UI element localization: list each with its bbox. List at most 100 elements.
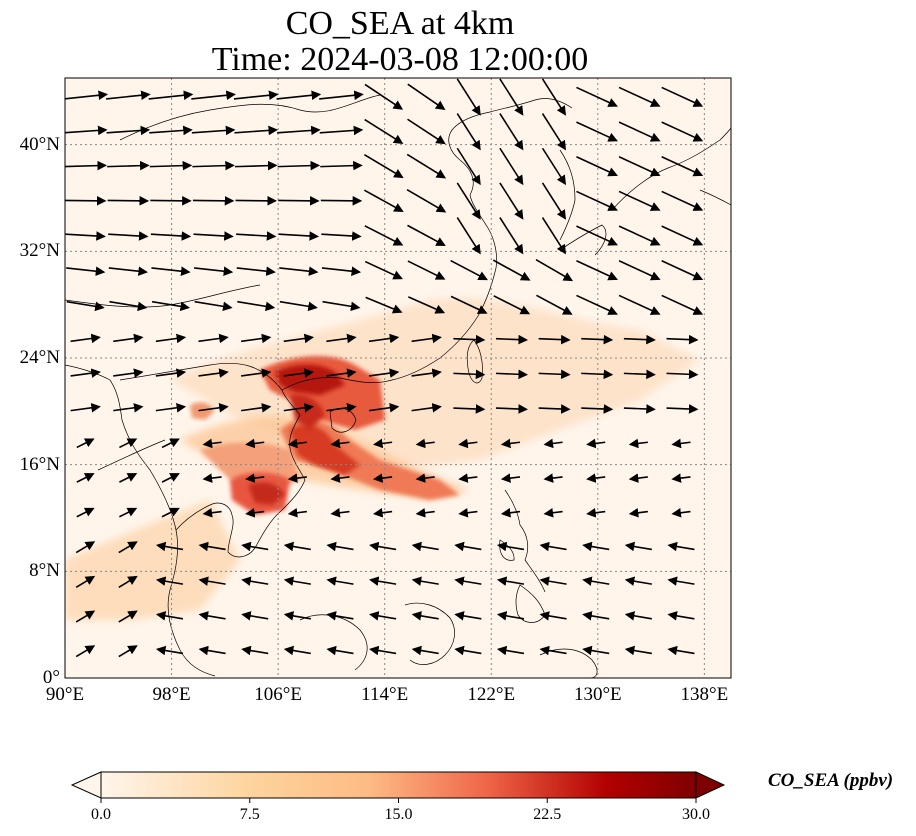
wind-arrow <box>279 300 318 312</box>
wind-arrow <box>661 156 704 177</box>
wind-arrow <box>456 182 481 220</box>
wind-arrow <box>538 334 571 345</box>
wind-vectors <box>65 78 704 658</box>
wind-arrow <box>456 217 481 255</box>
wind-arrow <box>618 156 661 177</box>
wind-arrow <box>624 576 652 586</box>
wind-arrow <box>496 611 525 621</box>
wind-arrow <box>155 611 184 621</box>
wind-arrow <box>576 156 618 177</box>
wind-arrow <box>155 333 187 344</box>
wind-arrow <box>245 508 265 518</box>
wind-arrow <box>118 610 138 623</box>
wind-arrow <box>543 473 563 483</box>
wind-arrow <box>415 473 435 483</box>
wind-arrow <box>453 334 486 345</box>
wind-arrow <box>235 160 278 171</box>
wind-arrow <box>408 296 446 314</box>
wind-arrow <box>666 334 699 345</box>
wind-arrow <box>241 333 272 344</box>
wind-arrow <box>618 190 661 211</box>
wind-arrow <box>373 508 393 518</box>
wind-arrow <box>363 189 404 212</box>
colorbar-tick-label: 22.5 <box>533 806 562 823</box>
wind-arrow <box>191 125 236 136</box>
wind-arrow <box>279 266 319 276</box>
wind-arrow <box>283 368 315 378</box>
wind-arrow <box>65 125 108 136</box>
colorbar-tick-label: 7.5 <box>239 806 260 823</box>
lat-tick-label: 24°N <box>19 347 60 368</box>
wind-arrow <box>326 576 354 586</box>
colorbar-tick-label: 0.0 <box>91 806 111 823</box>
wind-arrow <box>283 645 311 656</box>
wind-arrow <box>582 576 610 586</box>
wind-arrow <box>198 645 226 656</box>
wind-arrow <box>119 507 138 518</box>
wind-arrow <box>241 541 269 552</box>
wind-arrow <box>576 294 618 315</box>
wind-arrow <box>364 225 404 246</box>
wind-arrow <box>283 403 315 413</box>
wind-arrow <box>671 508 691 518</box>
wind-arrow <box>406 153 447 179</box>
wind-arrow <box>198 403 229 413</box>
lat-tick-label: 8°N <box>29 560 60 582</box>
wind-arrow <box>161 473 180 483</box>
wind-arrow <box>155 576 184 586</box>
wind-arrow <box>667 576 695 586</box>
wind-arrow <box>113 403 144 413</box>
wind-arrow <box>277 160 321 171</box>
wind-arrow <box>576 225 618 246</box>
wind-arrow <box>661 86 704 107</box>
wind-arrow <box>667 645 695 656</box>
wind-arrow <box>581 369 614 380</box>
wind-arrow <box>151 300 190 312</box>
wind-arrow <box>586 438 606 449</box>
wind-arrow <box>320 160 363 171</box>
colorbar-max-extend <box>695 771 726 799</box>
wind-arrow <box>411 333 442 344</box>
wind-arrow <box>363 154 404 179</box>
wind-arrow <box>541 113 566 151</box>
wind-arrow <box>454 611 482 621</box>
wind-arrow <box>107 160 150 171</box>
wind-arrow <box>150 231 192 241</box>
wind-arrow <box>499 217 524 255</box>
wind-arrow <box>326 645 354 656</box>
wind-arrow <box>496 541 525 552</box>
wind-arrow <box>149 160 193 171</box>
lat-tick-label: 32°N <box>19 240 60 262</box>
lon-tick-label: 98°E <box>152 684 191 705</box>
wind-arrow <box>236 231 277 241</box>
wind-arrow <box>582 541 610 552</box>
wind-arrow <box>245 438 265 449</box>
wind-arrow <box>76 507 95 518</box>
wind-arrow <box>321 266 362 276</box>
wind-arrow <box>113 368 144 378</box>
wind-arrow <box>415 508 435 518</box>
wind-arrow <box>241 611 269 621</box>
wind-arrow <box>624 541 652 552</box>
lat-tick-label: 40°N <box>19 133 60 155</box>
wind-arrow <box>411 403 442 413</box>
wind-arrow <box>330 438 350 449</box>
wind-arrow <box>618 225 661 246</box>
wind-arrow <box>321 231 362 241</box>
wind-arrow <box>373 473 393 483</box>
wind-arrow <box>106 125 151 136</box>
wind-arrow <box>536 294 573 315</box>
wind-arrow <box>283 333 315 344</box>
wind-arrow <box>192 160 235 171</box>
wind-arrow <box>65 90 109 101</box>
wind-arrow <box>119 473 138 483</box>
wind-arrow <box>277 125 321 136</box>
wind-arrow <box>75 645 96 658</box>
wind-arrow <box>369 576 397 586</box>
wind-arrow <box>118 541 138 554</box>
wind-arrow <box>576 190 618 211</box>
wind-arrow <box>241 368 272 378</box>
wind-arrow <box>407 224 446 247</box>
wind-arrow <box>628 473 648 483</box>
wind-arrow <box>500 508 521 518</box>
